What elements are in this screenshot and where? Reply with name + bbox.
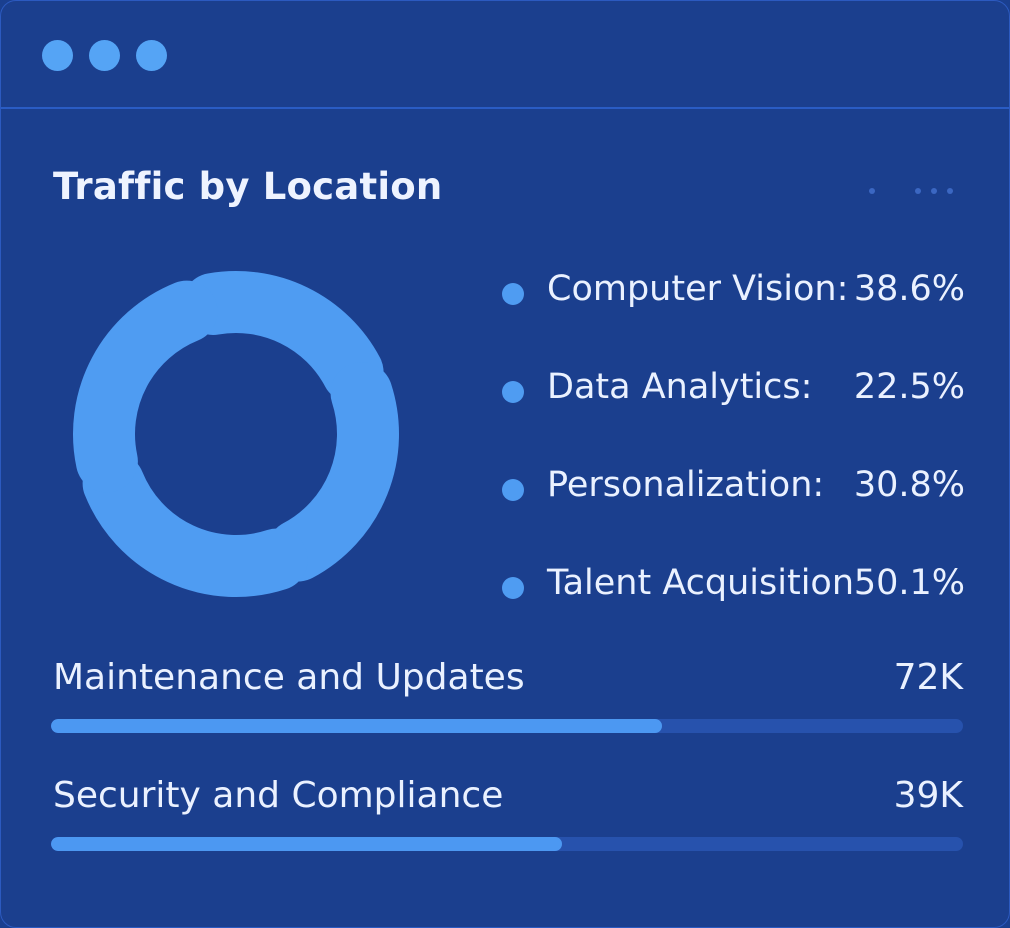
donut-segment-3 <box>82 452 308 597</box>
donut-segment-4 <box>73 280 218 493</box>
window-control-dot-3[interactable] <box>136 40 167 71</box>
metric-label-maintenance: Maintenance and Updates <box>53 657 525 698</box>
legend-item-computer-vision: Computer Vision: 38.6% <box>501 269 971 315</box>
legend-value: 22.5% <box>853 367 965 407</box>
legend-value: 38.6% <box>853 269 965 309</box>
card-title: Traffic by Location <box>53 165 443 208</box>
legend-label: Personalization: <box>547 465 825 505</box>
donut-segment-2 <box>266 362 399 582</box>
legend-label: Data Analytics: <box>547 367 813 407</box>
window-control-dot-2[interactable] <box>89 40 120 71</box>
legend-bullet-icon <box>502 577 524 599</box>
legend-label: Computer Vision: <box>547 269 849 309</box>
progress-bar-security <box>51 837 963 851</box>
legend-bullet-icon <box>502 283 524 305</box>
legend-value: 30.8% <box>853 465 965 505</box>
metric-label-security: Security and Compliance <box>53 775 504 816</box>
window-titlebar <box>1 1 1009 109</box>
window-control-dot-1[interactable] <box>42 40 73 71</box>
progress-fill-security <box>51 837 562 851</box>
donut-chart <box>73 271 399 597</box>
legend-bullet-icon <box>502 479 524 501</box>
donut-segment-1 <box>182 271 384 404</box>
legend-item-data-analytics: Data Analytics: 22.5% <box>501 367 971 413</box>
progress-fill-maintenance <box>51 719 663 733</box>
legend-item-personalization: Personalization: 30.8% <box>501 465 971 511</box>
legend-item-talent-acquisition: Talent Acquisition 50.1% <box>501 563 971 609</box>
ellipsis-icon[interactable] <box>865 184 965 198</box>
legend-value: 50.1% <box>853 563 965 603</box>
legend-label: Talent Acquisition <box>547 563 855 603</box>
metric-value-security: 39K <box>893 775 963 816</box>
metric-value-maintenance: 72K <box>893 657 963 698</box>
legend-bullet-icon <box>502 381 524 403</box>
progress-bar-maintenance <box>51 719 963 733</box>
